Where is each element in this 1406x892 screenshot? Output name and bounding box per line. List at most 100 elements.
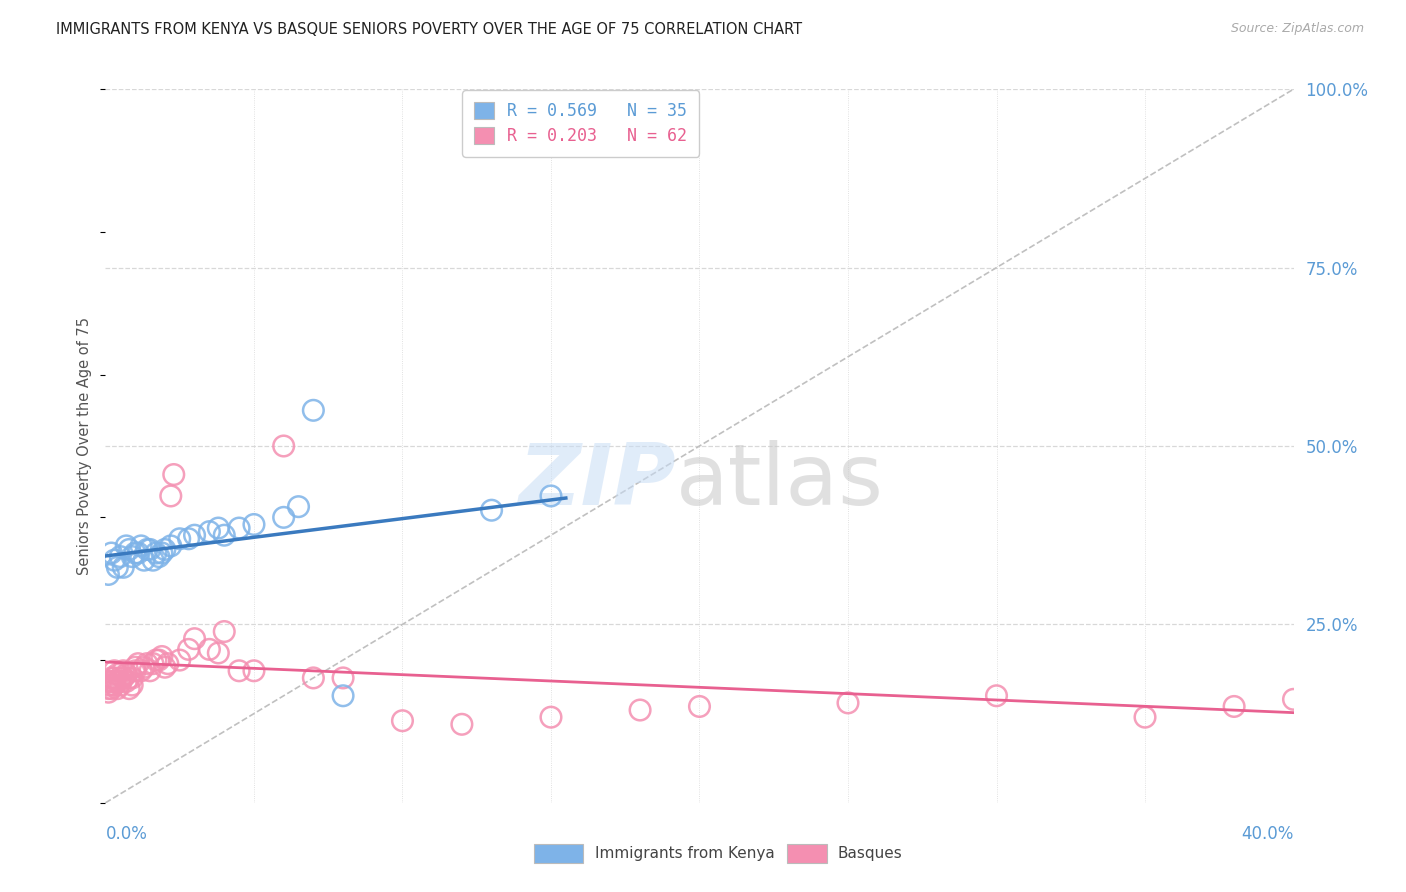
Point [1133,710,1156,724]
Point [153,542,176,557]
Point [159,489,181,503]
Point [159,539,181,553]
Point [127,546,149,560]
Point [105,681,128,696]
Point [115,539,138,553]
Point [100,678,122,692]
Point [105,560,128,574]
Point [177,642,200,657]
Point [103,674,125,689]
Point [1223,699,1246,714]
Text: 40.0%: 40.0% [1241,825,1294,843]
Point [129,664,152,678]
Point [97,674,120,689]
Point [112,664,135,678]
Point [121,678,143,692]
Point [103,678,125,692]
Point [139,542,162,557]
Point [302,403,325,417]
Point [332,689,354,703]
Point [332,671,354,685]
Point [153,660,176,674]
Point [124,664,146,678]
Point [100,546,122,560]
Point [273,439,295,453]
Point [169,653,191,667]
Point [105,667,128,681]
Point [145,546,167,560]
Point [103,671,125,685]
Point [540,489,562,503]
Point [118,542,141,557]
Point [156,657,179,671]
Text: 0.0%: 0.0% [105,825,148,843]
Point [207,521,229,535]
Point [118,681,141,696]
Point [986,689,1008,703]
Point [148,653,170,667]
Point [121,549,143,564]
Point [97,567,120,582]
Point [112,560,135,574]
Point [100,681,122,696]
Point [110,671,132,685]
Point [198,524,221,539]
Y-axis label: Seniors Poverty Over the Age of 75: Seniors Poverty Over the Age of 75 [77,317,93,575]
Point [837,696,859,710]
Point [118,671,141,685]
Point [100,671,122,685]
Point [150,546,173,560]
Point [97,685,120,699]
Point [103,553,125,567]
Point [273,510,295,524]
Point [198,642,221,657]
Point [228,521,250,535]
Point [243,664,266,678]
Point [136,542,159,557]
Point [302,671,325,685]
Point [243,517,266,532]
Point [183,528,205,542]
Text: Source: ZipAtlas.com: Source: ZipAtlas.com [1230,22,1364,36]
Point [1282,692,1305,706]
Point [121,671,143,685]
Point [391,714,413,728]
Point [183,632,205,646]
Point [689,699,711,714]
Point [124,546,146,560]
Point [139,664,162,678]
Point [132,660,155,674]
Point [287,500,309,514]
Point [228,664,250,678]
Legend: R = 0.569   N = 35, R = 0.203   N = 62: R = 0.569 N = 35, R = 0.203 N = 62 [463,90,699,157]
Point [115,667,138,681]
Point [110,678,132,692]
Point [163,467,186,482]
Point [110,549,132,564]
Point [136,657,159,671]
Point [100,674,122,689]
Point [148,549,170,564]
Point [150,649,173,664]
Point [628,703,651,717]
Point [132,553,155,567]
Point [103,664,125,678]
Point [481,503,503,517]
Point [214,624,236,639]
Point [540,710,562,724]
Point [115,674,138,689]
Point [142,657,165,671]
Point [145,653,167,667]
Point [97,681,120,696]
Point [127,657,149,671]
Point [112,671,135,685]
Point [129,539,152,553]
Point [124,660,146,674]
Point [207,646,229,660]
Text: Immigrants from Kenya: Immigrants from Kenya [595,847,775,861]
Point [450,717,472,731]
Point [214,528,236,542]
Point [177,532,200,546]
Point [105,674,128,689]
Text: Basques: Basques [838,847,903,861]
